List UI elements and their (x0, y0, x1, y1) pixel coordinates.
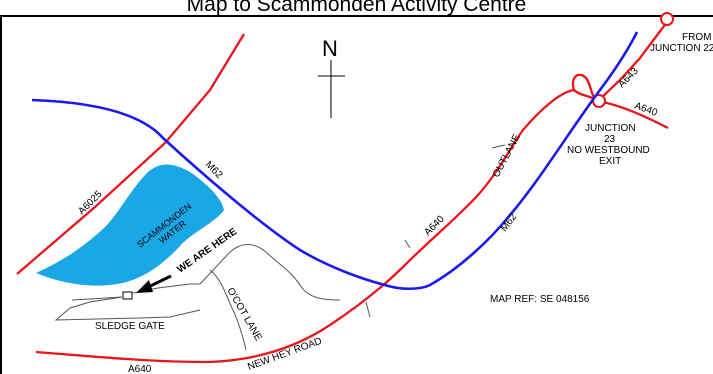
map-title: Map to Scammonden Activity Centre (186, 0, 527, 16)
compass: N (318, 36, 345, 118)
label-from: FROM (682, 32, 711, 43)
site-marker (122, 291, 133, 300)
label-m62-east: M62 (499, 211, 520, 233)
a6025-road (16, 33, 245, 275)
map-frame (0, 15, 713, 374)
label-sledge-gate: SLEDGE GATE (95, 321, 165, 332)
label-o-cot-lane: O'COT LANE (224, 286, 263, 343)
a-roads (16, 21, 669, 364)
label-junction-22: JUNCTION 22 (650, 43, 713, 54)
label-j23-line3: NO WESTBOUND (567, 145, 650, 156)
we-are-here-arrow (136, 274, 172, 293)
label-a640-lower: A640 (128, 364, 152, 374)
compass-north-label: N (322, 36, 338, 61)
label-j23-line2: 23 (604, 134, 616, 145)
scammonden-water (36, 164, 224, 286)
label-j23-line1: JUNCTION (585, 123, 636, 134)
label-outlane: OUTLANE (491, 132, 523, 179)
label-new-hey-road: NEW HEY ROAD (246, 336, 323, 373)
junction-loop (571, 73, 599, 102)
label-a640-upper: A640 (422, 214, 447, 239)
label-a643: A643 (616, 66, 641, 91)
junction-22-roundabout (660, 12, 674, 26)
a640-road (35, 88, 575, 364)
label-j23-line4: EXIT (599, 156, 621, 167)
m62-motorway (31, 31, 639, 291)
a643-road (597, 21, 668, 102)
map-reference: MAP REF: SE 048156 (490, 294, 590, 305)
